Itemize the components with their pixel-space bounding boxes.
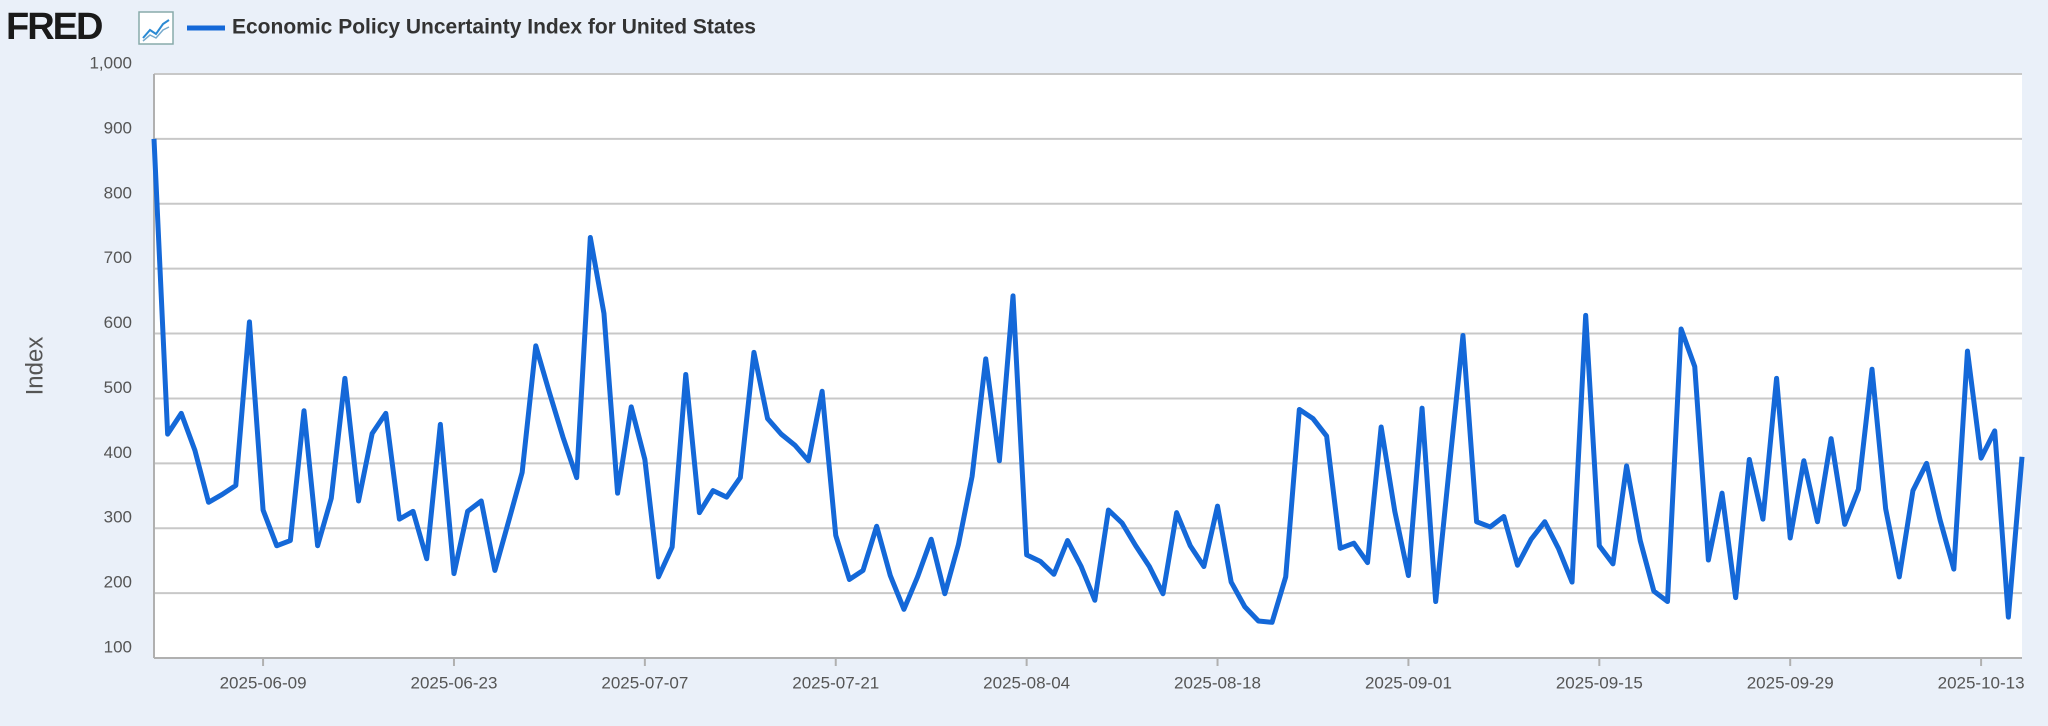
x-tick-label: 2025-09-01 [1365,673,1452,692]
logo-icon [138,11,174,45]
legend-label: Economic Policy Uncertainty Index for Un… [232,16,756,39]
x-tick-label: 2025-09-15 [1556,673,1643,692]
y-tick-label: 1,000 [89,53,132,72]
y-tick-label: 700 [104,248,132,267]
x-tick-label: 2025-06-09 [220,673,307,692]
x-tick-label: 2025-10-13 [1938,673,2025,692]
x-tick-label: 2025-08-18 [1174,673,1261,692]
x-tick-label: 2025-07-21 [792,673,879,692]
x-tick-label: 2025-08-04 [983,673,1070,692]
y-tick-label: 500 [104,378,132,397]
x-tick-label: 2025-09-29 [1747,673,1834,692]
x-tick-label: 2025-07-07 [601,673,688,692]
x-tick-label: 2025-06-23 [410,673,497,692]
y-tick-label: 800 [104,183,132,202]
y-tick-label: 300 [104,508,132,527]
y-tick-label: 200 [104,573,132,592]
y-axis-label: Index [21,337,48,396]
logo: FRED [6,6,102,48]
y-tick-label: 900 [104,118,132,137]
data-line [151,138,2025,625]
y-tick-label: 100 [104,637,132,656]
plot-area [154,74,2022,658]
y-tick-label: 400 [104,443,132,462]
y-tick-label: 600 [104,313,132,332]
